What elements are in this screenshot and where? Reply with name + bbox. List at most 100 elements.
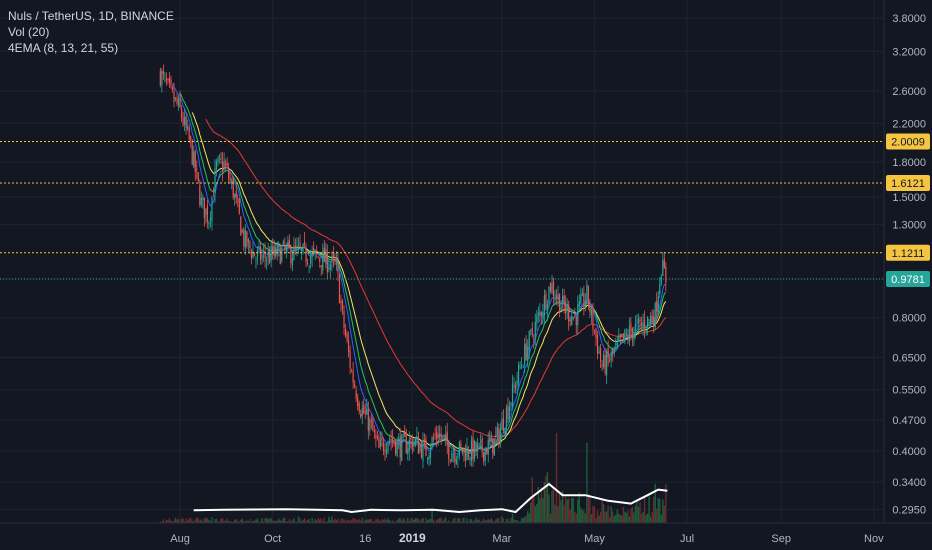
volume-bar <box>384 518 386 523</box>
volume-bar <box>660 515 662 523</box>
volume-bar <box>645 515 647 523</box>
candle-body <box>337 259 339 273</box>
volume-bar <box>364 519 366 523</box>
candle-body <box>179 95 181 107</box>
candle-body <box>235 190 237 198</box>
volume-bar <box>657 498 659 523</box>
candle-body <box>598 351 600 354</box>
candle-body <box>624 330 626 339</box>
candle-body <box>440 433 442 438</box>
y-tick-label: 1.8000 <box>892 157 926 169</box>
volume-bar <box>426 520 429 523</box>
volume-bar <box>531 477 533 523</box>
candle-body <box>165 78 168 82</box>
candle-body <box>587 285 590 306</box>
volume-bar <box>311 517 313 523</box>
candle-body <box>302 243 304 253</box>
volume-bar <box>230 521 233 523</box>
volume-bar <box>422 517 424 523</box>
candle-body <box>261 254 263 259</box>
volume-bar <box>572 498 574 523</box>
candle-body <box>391 438 394 442</box>
volume-bar <box>211 517 213 523</box>
candle-body <box>299 242 301 249</box>
volume-bar <box>534 506 536 523</box>
volume-bar <box>592 505 594 523</box>
chart-legend: Nuls / TetherUS, 1D, BINANCE Vol (20) 4E… <box>8 8 174 56</box>
volume-bar <box>649 516 652 523</box>
x-tick-label: Jul <box>680 533 694 545</box>
candle-body <box>607 347 609 358</box>
volume-bar <box>486 520 488 523</box>
candle-body <box>184 116 186 126</box>
volume-bar <box>394 521 397 523</box>
candle-layer <box>159 64 667 469</box>
candle-body <box>445 434 447 440</box>
time-axis[interactable]: Aug Oct 16 2019 Mar May Jul Sep Nov <box>170 531 884 545</box>
x-tick-label: Oct <box>264 533 281 545</box>
volume-bar <box>411 518 414 523</box>
candle-body <box>294 246 297 249</box>
symbol-legend[interactable]: Nuls / TetherUS, 1D, BINANCE <box>8 9 174 23</box>
candle-body <box>549 283 552 292</box>
volume-bar <box>224 520 227 523</box>
volume-bar <box>246 520 248 523</box>
candle-body <box>628 326 631 342</box>
y-tick-label: 2.6000 <box>892 86 926 98</box>
volume-bar <box>197 518 199 523</box>
candle-body <box>562 295 564 304</box>
volume-bar <box>164 521 166 523</box>
candle-body <box>410 438 412 440</box>
volume-bar <box>264 517 266 523</box>
volume-bar <box>432 519 435 523</box>
candle-body <box>305 248 307 262</box>
candle-body <box>167 78 169 80</box>
volume-bar <box>259 521 262 523</box>
y-tick-label: 0.6500 <box>892 353 926 365</box>
volume-bar <box>271 520 274 523</box>
volume-bar <box>344 520 347 523</box>
candle-body <box>252 250 254 259</box>
volume-bar <box>463 517 465 523</box>
candle-body <box>174 97 177 99</box>
candle-body <box>517 364 520 384</box>
volume-bar <box>179 521 181 523</box>
candle-body <box>316 250 318 254</box>
candle-body <box>287 241 289 246</box>
candle-body <box>357 397 359 406</box>
candle-body <box>369 418 371 431</box>
volume-legend[interactable]: Vol (20) <box>8 25 50 39</box>
candle-body <box>514 384 517 389</box>
candle-body <box>662 260 664 276</box>
volume-bar <box>434 521 436 523</box>
candle-body <box>176 97 178 104</box>
volume-bar <box>256 518 259 523</box>
candle-body <box>571 315 573 325</box>
candle-body <box>654 303 656 328</box>
y-tick-label: 0.4700 <box>892 415 926 427</box>
candle-body <box>354 383 356 388</box>
volume-bar <box>461 518 464 523</box>
candle-body <box>565 303 567 314</box>
ema-legend[interactable]: 4EMA (8, 13, 21, 55) <box>8 41 119 55</box>
volume-bar <box>563 504 565 523</box>
volume-bar <box>363 521 365 523</box>
candle-body <box>376 436 379 439</box>
volume-bar <box>350 519 353 523</box>
candle-body <box>432 438 435 440</box>
volume-bar <box>265 518 268 523</box>
volume-bar <box>551 490 553 523</box>
volume-bar <box>170 520 172 523</box>
candle-body <box>637 318 640 324</box>
volume-bar <box>513 519 515 523</box>
volume-bar <box>262 521 265 523</box>
candle-body <box>574 315 576 317</box>
volume-bar <box>278 518 280 523</box>
volume-bar <box>420 518 423 523</box>
candle-body <box>196 168 198 171</box>
volume-bar <box>640 513 643 523</box>
candle-body <box>275 248 277 257</box>
volume-bar <box>636 501 638 523</box>
candle-body <box>343 310 345 328</box>
